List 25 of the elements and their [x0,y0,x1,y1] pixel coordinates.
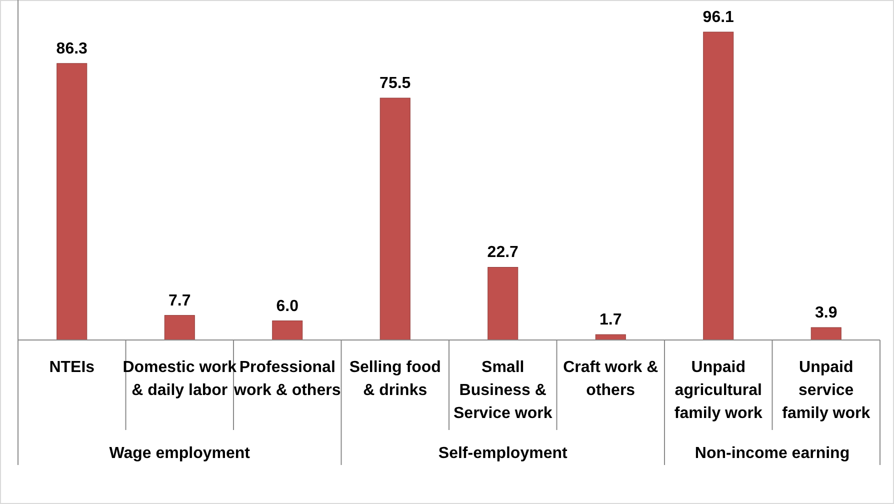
text: Self-employment [438,445,568,462]
x-tick-label: Selling food & drinks [349,359,441,399]
data-label: 75.5 [380,75,411,92]
x-tick-label: Small Business & Service work [454,359,552,422]
data-label: 7.7 [168,292,191,310]
bar [380,98,410,340]
bar [272,320,303,340]
bar [56,63,88,340]
x-tick-label: Unpaid service family work [782,359,870,422]
bar [488,266,518,340]
bar [703,32,734,340]
data-label: 22.7 [487,244,519,262]
text: Non-income earning [694,445,850,462]
bar [595,334,626,340]
text: Wage employment [109,445,251,462]
data-label: 96.1 [702,9,734,26]
x-tick-label: NTEIs [49,359,95,376]
bar [810,327,842,340]
x-tick-label: Unpaid agricultural family work [674,359,762,422]
data-label: 3.9 [815,304,838,322]
data-label: 6.0 [276,298,299,315]
data-label: 86.3 [56,40,88,58]
data-label: 1.7 [600,312,622,329]
bar [164,315,195,340]
x-tick-label: Craft work & others [563,359,659,399]
